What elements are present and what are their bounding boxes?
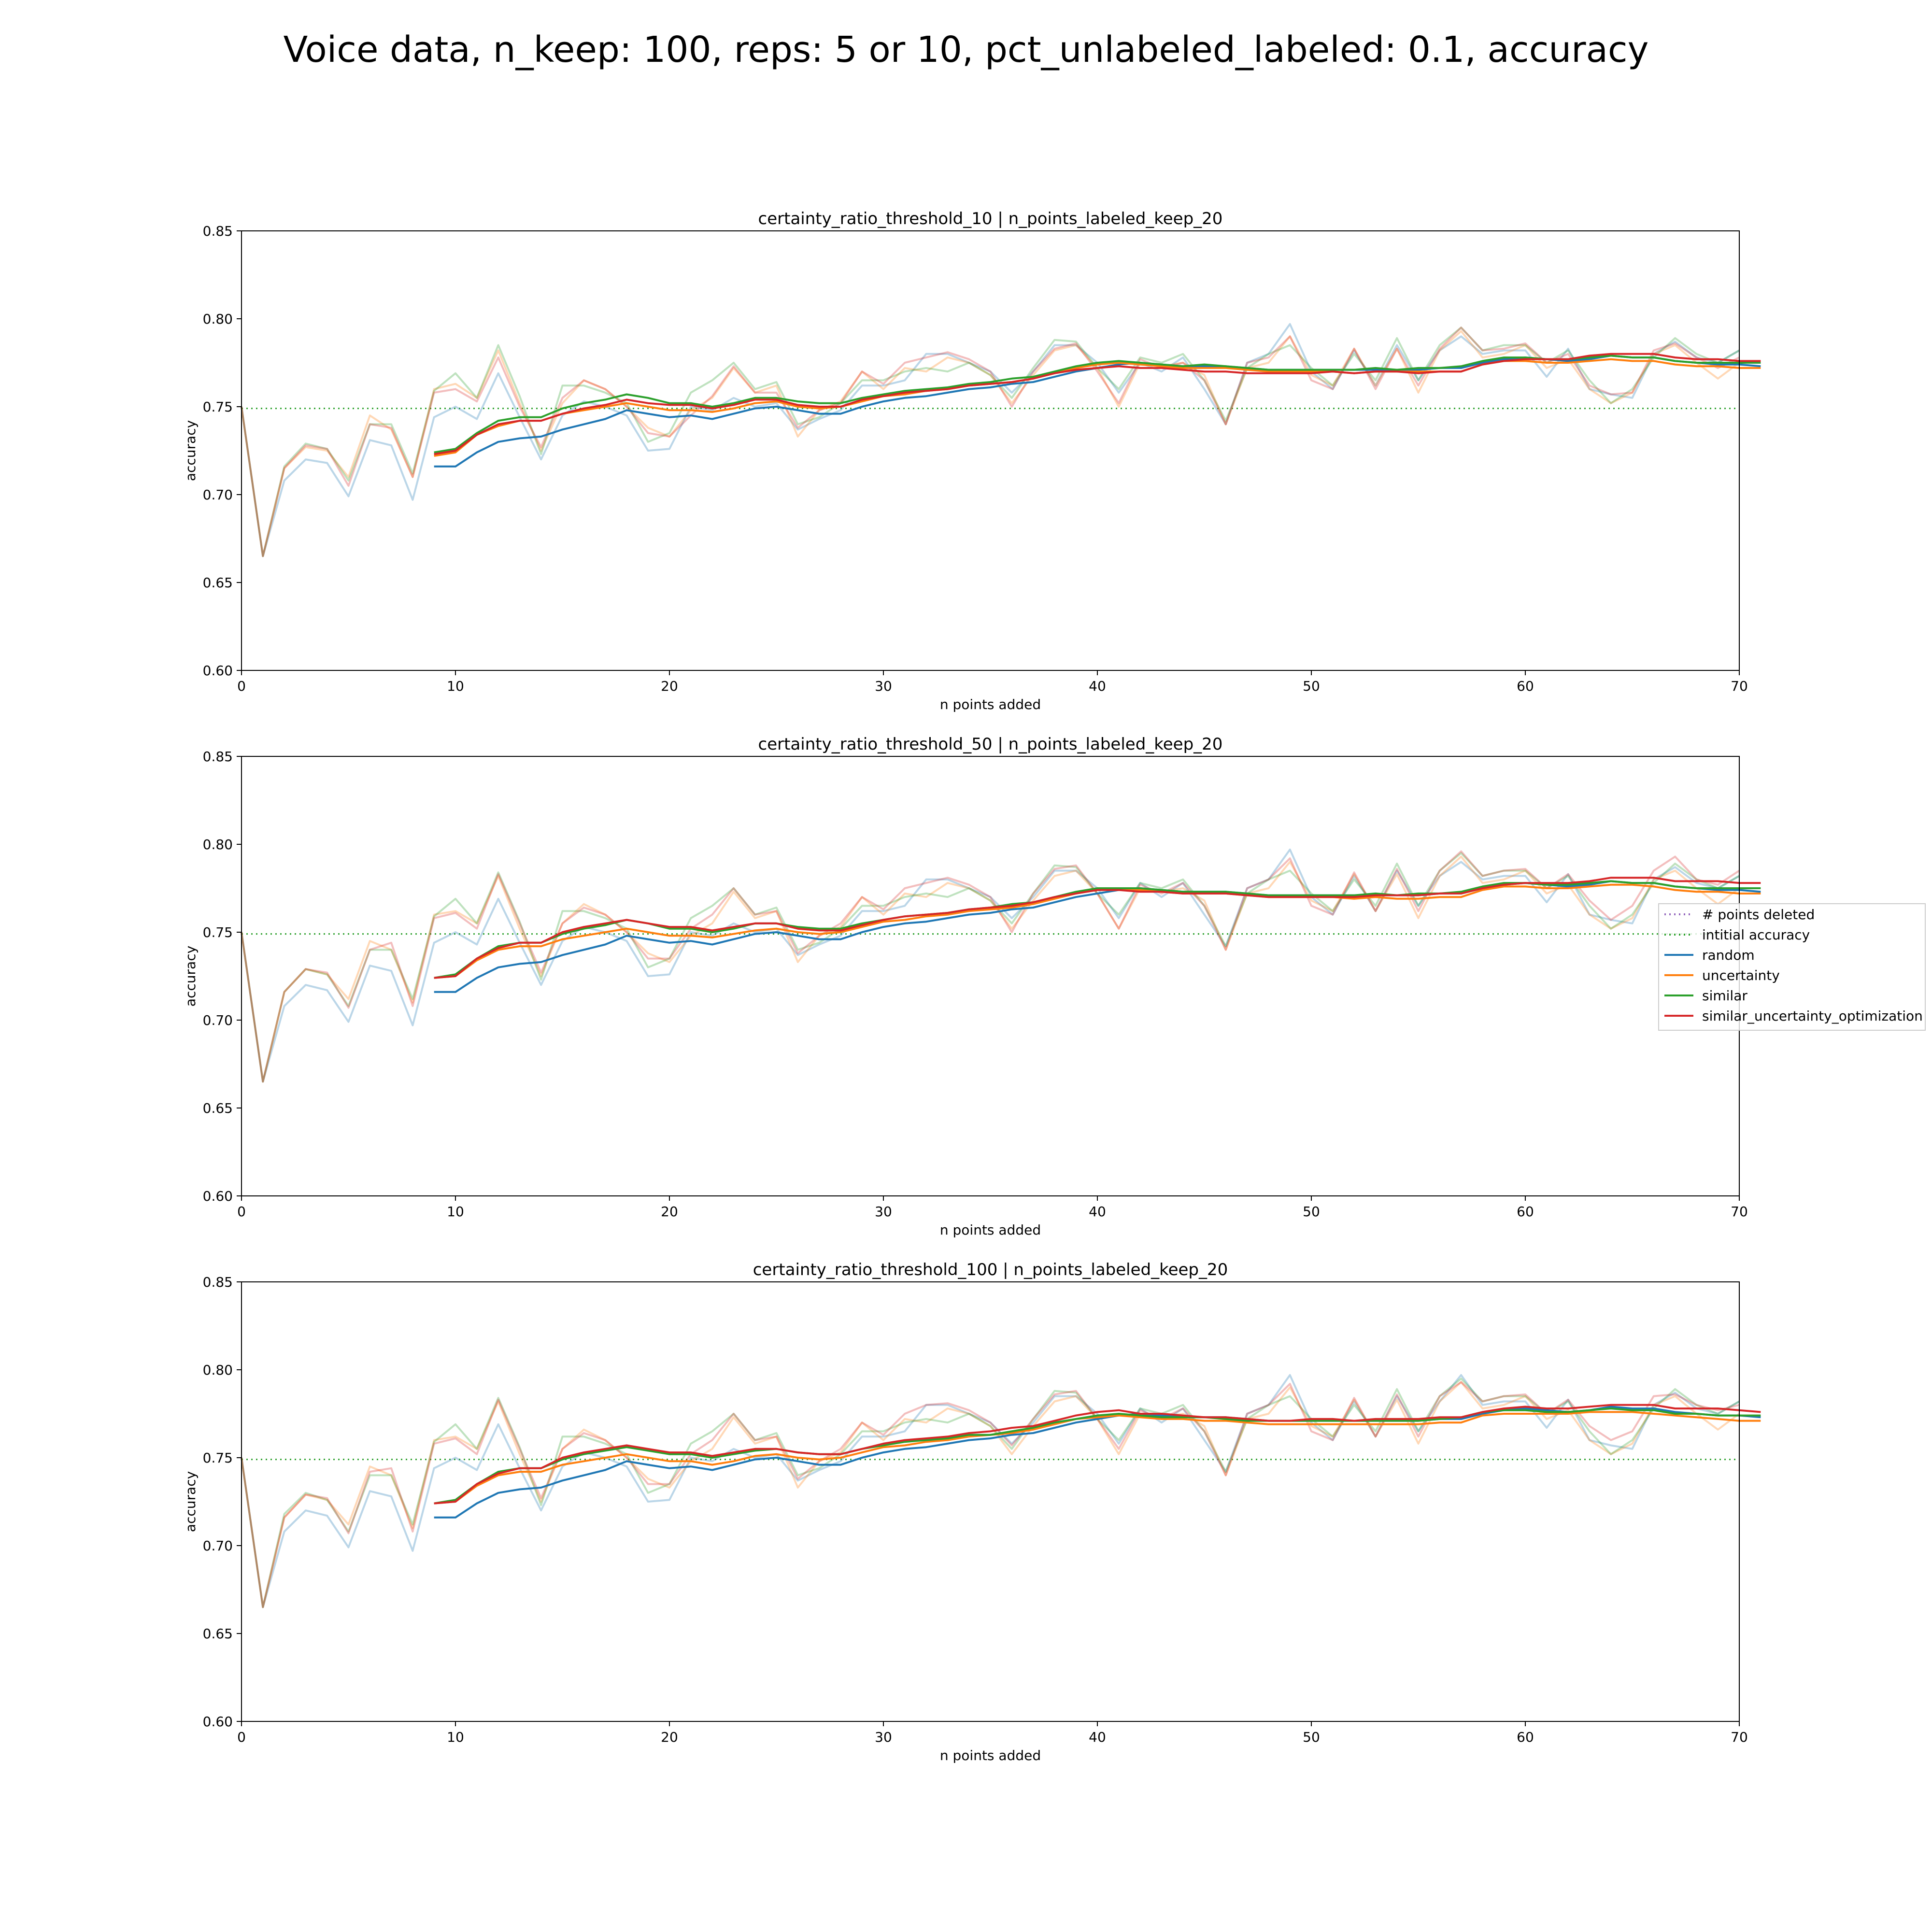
x-tick-label: 20 [661, 1204, 678, 1220]
figure-title: Voice data, n_keep: 100, reps: 5 or 10, … [284, 29, 1649, 71]
series-line-uncertainty [434, 1411, 1761, 1505]
y-tick-label: 0.85 [203, 749, 233, 765]
series-line-random [434, 1406, 1761, 1519]
x-tick-label: 50 [1303, 1204, 1320, 1220]
x-tick-label: 40 [1089, 1729, 1106, 1745]
series-line-similar_uncertainty_optimization [434, 1404, 1761, 1505]
x-tick-label: 50 [1303, 678, 1320, 694]
y-axis-label: accuracy [183, 420, 199, 481]
subplot-2: certainty_ratio_threshold_50 | n_points_… [183, 735, 1761, 1238]
subplot-title: certainty_ratio_threshold_50 | n_points_… [758, 735, 1223, 754]
raw-series-similar_uncertainty_optimization [241, 850, 1740, 1083]
y-tick-label: 0.60 [203, 663, 233, 679]
y-tick-label: 0.70 [203, 1012, 233, 1028]
x-tick-label: 0 [237, 1204, 246, 1220]
raw-series-random [241, 848, 1740, 1083]
axes-frame [241, 230, 1740, 671]
legend-frame [1658, 903, 1926, 1031]
y-tick-label: 0.80 [203, 1362, 233, 1378]
y-tick-label: 0.75 [203, 399, 233, 415]
y-tick-label: 0.65 [203, 575, 233, 591]
x-tick-label: 10 [447, 678, 464, 694]
y-tick-label: 0.80 [203, 837, 233, 852]
series-line-similar_uncertainty_optimization [434, 877, 1761, 979]
x-tick-label: 70 [1731, 1729, 1748, 1745]
subplot-title: certainty_ratio_threshold_100 | n_points… [753, 1260, 1228, 1279]
axes-layer: certainty_ratio_threshold_10 | n_points_… [183, 209, 1761, 1763]
x-axis-label: n points added [940, 1222, 1041, 1238]
raw-series-similar [241, 327, 1740, 557]
y-tick-label: 0.70 [203, 487, 233, 503]
raw-series-similar [241, 1378, 1740, 1608]
legend-entries: # points deleted intitial accuracy random u… [1664, 907, 1923, 1024]
x-tick-label: 40 [1089, 1204, 1106, 1220]
legend-label-points_deleted: # points deleted [1702, 907, 1815, 923]
series-line-similar [434, 1407, 1761, 1505]
x-tick-label: 10 [447, 1729, 464, 1745]
legend-label-random: random [1702, 947, 1755, 963]
y-tick-label: 0.65 [203, 1626, 233, 1642]
series-line-uncertainty [434, 358, 1761, 457]
legend-label-similar: similar [1702, 988, 1747, 1004]
y-tick-label: 0.75 [203, 1450, 233, 1466]
x-tick-label: 0 [237, 1729, 246, 1745]
raw-series-uncertainty [241, 330, 1740, 557]
legend: # points deleted intitial accuracy random u… [1658, 903, 1926, 1031]
x-tick-label: 10 [447, 1204, 464, 1220]
x-tick-label: 30 [875, 1204, 892, 1220]
x-tick-label: 60 [1517, 1729, 1534, 1745]
y-tick-label: 0.85 [203, 1274, 233, 1290]
subplot-1: certainty_ratio_threshold_10 | n_points_… [183, 209, 1761, 712]
x-tick-label: 50 [1303, 1729, 1320, 1745]
y-axis-label: accuracy [183, 1471, 199, 1532]
x-tick-label: 40 [1089, 678, 1106, 694]
x-tick-label: 30 [875, 678, 892, 694]
raw-series-uncertainty [241, 855, 1740, 1083]
y-tick-label: 0.60 [203, 1188, 233, 1204]
series-line-similar_uncertainty_optimization [434, 353, 1761, 455]
x-tick-label: 20 [661, 1729, 678, 1745]
x-axis-label: n points added [940, 1747, 1041, 1763]
legend-label-uncertainty: uncertainty [1702, 967, 1780, 983]
y-tick-label: 0.65 [203, 1100, 233, 1116]
y-tick-label: 0.60 [203, 1714, 233, 1730]
x-tick-label: 60 [1517, 678, 1534, 694]
x-tick-label: 30 [875, 1729, 892, 1745]
subplot-title: certainty_ratio_threshold_10 | n_points_… [758, 209, 1223, 228]
y-axis-label: accuracy [183, 946, 199, 1007]
subplot-3: certainty_ratio_threshold_100 | n_points… [183, 1260, 1761, 1763]
x-tick-label: 70 [1731, 1204, 1748, 1220]
x-axis-label: n points added [940, 696, 1041, 712]
raw-series-similar [241, 852, 1740, 1083]
axes-frame [241, 1281, 1740, 1722]
x-tick-label: 60 [1517, 1204, 1534, 1220]
x-tick-label: 0 [237, 678, 246, 694]
raw-series-similar_uncertainty_optimization [241, 1381, 1740, 1608]
raw-series-similar_uncertainty_optimization [241, 327, 1740, 557]
raw-series-uncertainty [241, 1381, 1740, 1608]
y-tick-label: 0.75 [203, 924, 233, 940]
legend-label-initial_accuracy: intitial accuracy [1702, 927, 1810, 943]
raw-series-random [241, 1374, 1740, 1608]
x-tick-label: 20 [661, 678, 678, 694]
y-tick-label: 0.85 [203, 223, 233, 239]
x-tick-label: 70 [1731, 678, 1748, 694]
legend-label-similar_uncertainty_optimization: similar_uncertainty_optimization [1702, 1008, 1923, 1024]
y-tick-label: 0.80 [203, 311, 233, 327]
raw-series-random [241, 323, 1740, 557]
y-tick-label: 0.70 [203, 1538, 233, 1554]
